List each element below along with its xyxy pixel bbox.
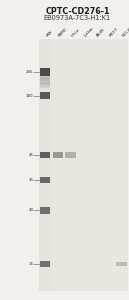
Bar <box>40 92 50 99</box>
Text: HeLa: HeLa <box>70 28 81 38</box>
Bar <box>40 84 50 85</box>
Text: A549: A549 <box>96 28 106 38</box>
Bar <box>40 177 50 183</box>
Bar <box>40 152 50 158</box>
Bar <box>40 77 50 78</box>
Bar <box>40 80 50 81</box>
Bar <box>77 39 89 291</box>
Text: NCI-H226: NCI-H226 <box>121 22 129 38</box>
Bar <box>40 261 50 267</box>
Bar <box>116 262 127 266</box>
Bar <box>64 39 77 291</box>
Bar <box>40 81 50 82</box>
Bar <box>40 72 50 73</box>
Bar <box>52 39 64 291</box>
Text: EB0973A-7C3-H1:K1: EB0973A-7C3-H1:K1 <box>44 15 111 21</box>
Bar <box>40 76 50 77</box>
Bar <box>40 82 50 83</box>
Bar <box>40 83 50 84</box>
Bar <box>40 75 50 76</box>
Bar <box>40 84 50 85</box>
Bar <box>40 75 50 76</box>
Bar <box>40 82 50 83</box>
Bar <box>40 78 50 79</box>
Bar <box>40 85 50 86</box>
Bar <box>40 74 50 75</box>
Text: 45-: 45- <box>29 153 35 157</box>
Bar <box>40 83 50 84</box>
Bar <box>115 39 127 291</box>
Bar <box>65 152 76 158</box>
Bar <box>40 79 50 80</box>
Bar <box>40 73 50 74</box>
Bar <box>40 81 50 82</box>
Bar <box>40 86 50 87</box>
Bar <box>40 73 50 74</box>
Bar <box>39 39 128 291</box>
Bar <box>40 207 50 214</box>
Bar <box>40 85 50 86</box>
Text: PBMC: PBMC <box>58 27 69 38</box>
Bar <box>40 80 50 81</box>
Text: Jurkat: Jurkat <box>83 27 94 38</box>
Bar <box>40 87 50 88</box>
Bar <box>90 39 102 291</box>
Bar <box>40 82 50 83</box>
Bar <box>40 78 50 79</box>
Bar <box>40 87 50 88</box>
Bar <box>40 86 50 87</box>
Text: 35-: 35- <box>29 178 35 182</box>
Text: 15-: 15- <box>29 262 35 266</box>
Text: 180-: 180- <box>26 94 35 98</box>
Bar <box>40 78 50 79</box>
Bar <box>40 74 50 75</box>
Bar <box>53 152 63 158</box>
Text: 245-: 245- <box>26 70 35 74</box>
Bar <box>40 68 50 76</box>
Text: MW: MW <box>45 30 53 38</box>
Bar <box>40 79 50 80</box>
Bar <box>103 39 115 291</box>
Text: MCF7: MCF7 <box>109 27 119 38</box>
Text: CPTC-CD276-1: CPTC-CD276-1 <box>45 8 110 16</box>
Bar <box>40 80 50 81</box>
Bar <box>40 85 50 86</box>
Text: 40-: 40- <box>29 208 35 212</box>
Bar <box>40 72 50 73</box>
Bar <box>40 76 50 77</box>
Bar <box>40 77 50 78</box>
Bar <box>40 71 50 72</box>
